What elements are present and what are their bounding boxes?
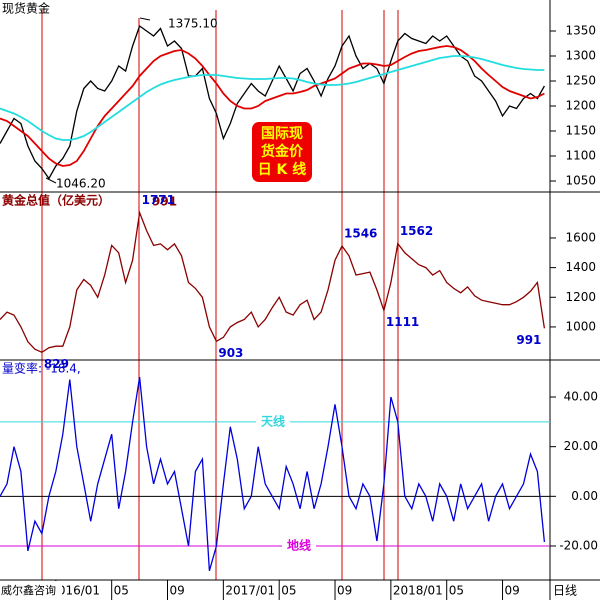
series-line <box>0 45 545 167</box>
y-tick-label: 20.00 <box>564 439 598 453</box>
annotation: 1046.20 <box>56 177 106 191</box>
data-label: 1771 <box>142 193 175 207</box>
y-tick-label: 40.00 <box>564 389 598 403</box>
x-tick-label: 09 <box>505 584 520 598</box>
y-tick-label: 1300 <box>565 49 596 63</box>
annotation-leader <box>45 177 57 184</box>
panel-title: 黄金总值（亿美元） <box>2 193 110 208</box>
y-tick-label: 1050 <box>565 174 596 188</box>
series-line <box>0 24 545 180</box>
badge-text: 日 K 线 <box>258 161 307 178</box>
y-tick-label: 1200 <box>565 290 596 304</box>
annotation: 1375.10 <box>168 17 218 31</box>
y-tick-label: -20.00 <box>559 538 598 552</box>
reference-label-bg <box>256 413 290 430</box>
y-tick-label: 1400 <box>565 260 596 274</box>
reference-label: 地线 <box>287 537 311 552</box>
series-line <box>0 55 545 141</box>
data-label: 903 <box>218 346 243 360</box>
series-line <box>0 210 546 354</box>
y-tick-label: 1250 <box>565 74 596 88</box>
x-axis-label: 日线 <box>553 584 577 598</box>
panel-title: 现货黄金 <box>2 1 50 16</box>
badge-text: 国际现 <box>261 126 303 142</box>
data-label: 1562 <box>400 224 433 238</box>
y-tick-label: 1200 <box>565 99 596 113</box>
data-label: 991 <box>516 333 541 347</box>
x-tick-label: 05 <box>281 584 296 598</box>
y-tick-label: 0.00 <box>571 489 598 503</box>
footer-bg <box>0 581 62 600</box>
event-markers <box>41 10 399 580</box>
y-tick-label: 1100 <box>565 149 596 163</box>
x-tick-label: 09 <box>170 584 185 598</box>
x-tick-label: 09 <box>337 584 352 598</box>
reference-label-bg <box>282 537 316 554</box>
badge-text: 货金价 <box>260 143 304 160</box>
current-value: 991 <box>152 195 177 209</box>
reference-label: 天线 <box>261 413 285 428</box>
x-tick-label: 016/01 <box>58 584 100 598</box>
y-tick-label: 1150 <box>565 124 596 138</box>
x-tick-label: 05 <box>449 584 464 598</box>
x-tick-label: 2017/01 <box>225 584 275 598</box>
annotation-leader <box>139 17 151 21</box>
footer: 威尔鑫咨询 <box>1 583 56 597</box>
data-label: 829 <box>44 357 69 371</box>
badge <box>252 122 312 182</box>
x-tick-label: 2018/01 <box>393 584 443 598</box>
panel-title: 量变率: -18.4, <box>2 361 81 376</box>
data-label: 1111 <box>386 315 419 329</box>
y-tick-label: 1000 <box>565 319 596 333</box>
y-tick-label: 1350 <box>565 24 596 38</box>
series-line <box>0 376 546 571</box>
y-tick-label: 1600 <box>565 230 596 244</box>
data-label: 1546 <box>344 226 377 240</box>
x-tick-label: 05 <box>114 584 129 598</box>
